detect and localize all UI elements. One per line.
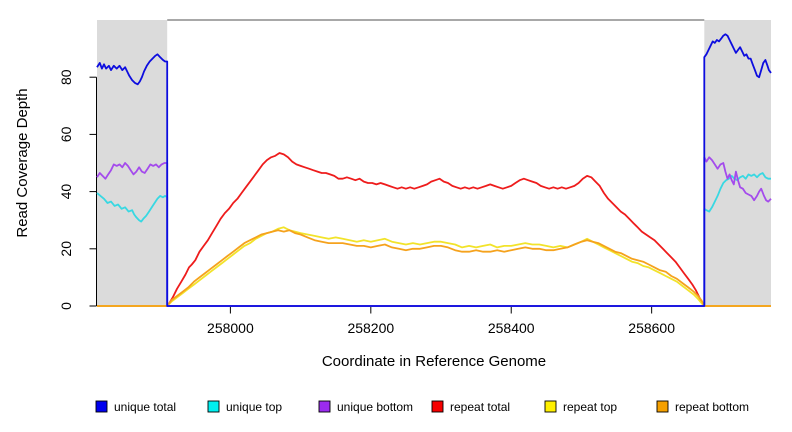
legend-label: unique top xyxy=(226,400,282,414)
series-repeat-bottom xyxy=(97,229,771,307)
legend-label: unique total xyxy=(114,400,176,414)
legend-swatch xyxy=(656,400,669,413)
legend-item: unique bottom xyxy=(318,400,413,414)
legend-swatch xyxy=(95,400,108,413)
x-axis-title: Coordinate in Reference Genome xyxy=(322,353,546,370)
y-tick-label: 80 xyxy=(58,69,74,85)
legend-item: unique total xyxy=(95,400,176,414)
legend-label: repeat bottom xyxy=(675,400,749,414)
legend-item: repeat total xyxy=(431,400,510,414)
x-tick-label: 258000 xyxy=(207,320,254,336)
y-tick-label: 0 xyxy=(58,302,74,310)
y-tick-label: 20 xyxy=(58,241,74,257)
y-tick-label: 60 xyxy=(58,126,74,142)
series-repeat-total xyxy=(97,152,771,307)
right-flank-region xyxy=(704,20,771,306)
series-unique-total xyxy=(96,33,772,307)
legend-swatch xyxy=(431,400,444,413)
legend-label: repeat top xyxy=(563,400,617,414)
legend-swatch xyxy=(207,400,220,413)
x-tick-label: 258400 xyxy=(488,320,535,336)
legend-swatch xyxy=(544,400,557,413)
y-tick-label: 40 xyxy=(58,184,74,200)
legend-label: repeat total xyxy=(450,400,510,414)
x-tick-label: 258600 xyxy=(628,320,675,336)
series-repeat-top xyxy=(97,226,771,307)
shaded-regions xyxy=(97,20,771,306)
legend-item: unique top xyxy=(207,400,282,414)
legend-item: repeat top xyxy=(544,400,617,414)
series-unique-top xyxy=(96,172,771,307)
left-flank-region xyxy=(97,20,168,306)
y-axis-title: Read Coverage Depth xyxy=(14,88,31,237)
series-unique-bottom xyxy=(96,156,772,307)
series-lines xyxy=(96,33,772,307)
x-tick-label: 258200 xyxy=(347,320,394,336)
legend: unique total unique top unique bottom repea… xyxy=(95,400,749,414)
legend-label: unique bottom xyxy=(337,400,413,414)
legend-swatch xyxy=(318,400,331,413)
legend-item: repeat bottom xyxy=(656,400,749,414)
